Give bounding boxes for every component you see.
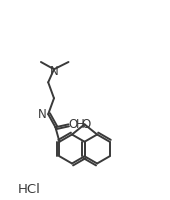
- Text: HCl: HCl: [18, 183, 41, 196]
- Text: O: O: [69, 117, 78, 130]
- Text: H: H: [76, 117, 85, 130]
- Text: N: N: [50, 64, 58, 77]
- Text: N: N: [38, 107, 47, 120]
- Text: O: O: [81, 117, 90, 130]
